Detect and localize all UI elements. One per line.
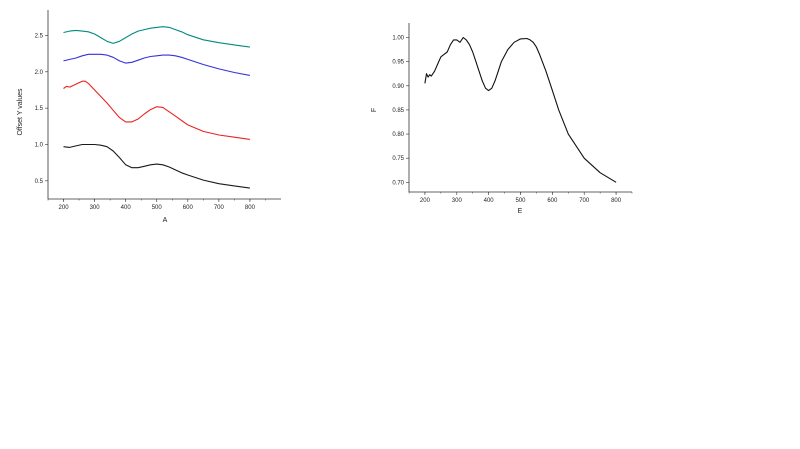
chart2-y-tick-label: 0.85 bbox=[392, 108, 404, 114]
chart1-y-tick-label: 2.5 bbox=[35, 33, 44, 39]
chart1-series-3-line bbox=[63, 80, 250, 140]
chart2-y-tick-label: 0.70 bbox=[392, 180, 404, 186]
chart2-x-tick-label: 600 bbox=[547, 198, 558, 204]
chart1-y-tick-label: 2.0 bbox=[35, 70, 44, 76]
chart1-y-tick-label: 1.0 bbox=[35, 142, 44, 148]
chart2-y-tick-label: 0.90 bbox=[392, 84, 404, 90]
chart2-y-tick-label: 0.75 bbox=[392, 156, 404, 162]
chart2-x-tick-label: 500 bbox=[515, 198, 526, 204]
chart1-series-1-line bbox=[63, 26, 250, 48]
chart2-x-axis-title: E bbox=[518, 208, 523, 215]
chart2-y-tick-label: 0.95 bbox=[392, 60, 404, 66]
chart1-y-tick-label: 1.5 bbox=[35, 106, 44, 112]
chart2-x-tick-label: 800 bbox=[611, 198, 622, 204]
chart2-y-axis-title: F bbox=[371, 108, 378, 112]
chart2-series-1-line bbox=[424, 36, 617, 183]
chart1-x-tick-label: 400 bbox=[121, 205, 132, 211]
chart1-x-tick-label: 200 bbox=[59, 205, 70, 211]
chart1-y-axis-title: Offset Y values bbox=[17, 88, 24, 136]
chart1-x-tick-label: 700 bbox=[214, 205, 225, 211]
chart1-x-tick-label: 300 bbox=[90, 205, 101, 211]
chart2-y-tick-label: 1.00 bbox=[392, 35, 404, 41]
chart2-x-tick-label: 300 bbox=[452, 198, 463, 204]
chart1-x-axis-title: A bbox=[163, 217, 168, 224]
chart2-x-tick-label: 700 bbox=[579, 198, 590, 204]
chart1-x-tick-label: 500 bbox=[152, 205, 163, 211]
chart2-y-tick-label: 0.80 bbox=[392, 132, 404, 138]
chart1-x-tick-label: 600 bbox=[183, 205, 194, 211]
chart2-x-tick-label: 400 bbox=[484, 198, 495, 204]
chart1-y-tick-label: 0.5 bbox=[35, 179, 44, 185]
chart1-x-tick-label: 800 bbox=[245, 205, 256, 211]
chart1-series-2-line bbox=[63, 53, 251, 76]
chart2-x-tick-label: 200 bbox=[420, 198, 431, 204]
chart1-series-4-line bbox=[63, 143, 250, 189]
